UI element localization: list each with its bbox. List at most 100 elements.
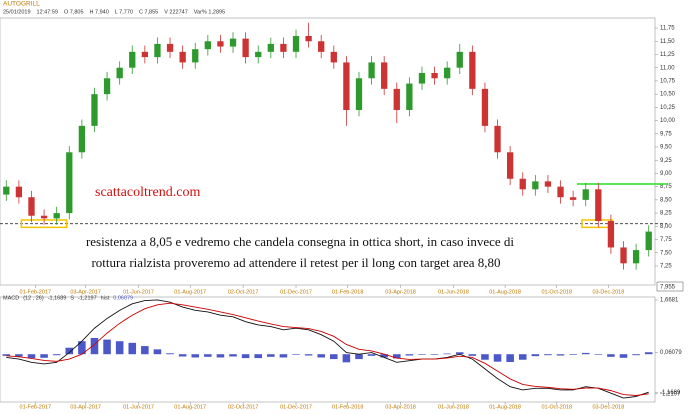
info-item: V 222747 xyxy=(164,9,188,15)
macd-legend: MACD xyxy=(3,295,19,301)
hist-bar xyxy=(178,354,187,357)
x-tick-label: 01-Feb-2018 xyxy=(332,404,364,410)
x-tick-label: 01-Feb-2018 xyxy=(332,289,364,295)
hist-bar xyxy=(531,354,540,357)
hist-bar xyxy=(103,339,111,355)
hist-bar xyxy=(405,354,414,356)
y-tick-label: 1,6681 xyxy=(660,298,679,304)
y-tick-label: 7,50 xyxy=(660,250,672,256)
candle-body xyxy=(204,41,211,50)
candle-body xyxy=(53,213,60,219)
hist-bar xyxy=(355,354,363,360)
y-tick-label: 8,75 xyxy=(660,184,672,190)
hist-bar xyxy=(254,354,262,359)
hist-bar xyxy=(241,354,250,359)
x-tick-label: 01-Feb-2017 xyxy=(20,289,52,295)
macd-legend: -1,2197 xyxy=(78,295,97,301)
x-tick-label: 01-Jun-2017 xyxy=(123,289,154,295)
y-tick-label: -1,1689 xyxy=(660,390,681,396)
comment-line: rottura rialzista proveremo ad attendere… xyxy=(91,255,500,270)
hist-bar xyxy=(481,354,489,360)
hist-bar xyxy=(367,354,376,356)
y-tick-label: 8,00 xyxy=(660,224,672,230)
candle-body xyxy=(192,49,199,63)
x-tick-label: 03-Apr-2017 xyxy=(70,404,101,410)
hist-bar xyxy=(153,349,162,355)
hist-bar xyxy=(90,337,99,355)
hist-bar xyxy=(279,354,288,358)
info-item: 25/01/2019 xyxy=(3,9,31,15)
candle-body xyxy=(318,41,325,52)
candle-body xyxy=(532,181,539,190)
y-tick-label: 9,50 xyxy=(660,145,672,151)
price-box xyxy=(656,281,684,292)
y-tick-label: 11,25 xyxy=(660,52,675,58)
candle-body xyxy=(431,72,438,79)
candle-body xyxy=(544,181,552,187)
hist-bar xyxy=(317,354,325,358)
info-item: 12:47:59 xyxy=(37,9,58,15)
hist-bar xyxy=(330,354,338,360)
candle-body xyxy=(91,94,98,126)
macd-line xyxy=(6,302,649,396)
hist-bar xyxy=(78,341,86,355)
y-tick-label: 10,00 xyxy=(660,118,676,124)
x-tick-label: 02-Oct-2017 xyxy=(228,289,259,295)
candle-body xyxy=(632,250,640,264)
x-tick-label: 01-Aug-2017 xyxy=(174,404,206,410)
hist-bar xyxy=(15,354,23,357)
macd-legend: (12 , 26) xyxy=(23,295,44,301)
symbol: AUTOGRILL xyxy=(3,1,40,8)
candle-body xyxy=(481,88,489,126)
hist-bar xyxy=(544,354,552,356)
candle-body xyxy=(645,231,652,251)
y-tick-label: -1,2197 xyxy=(660,391,681,397)
x-tick-label: 01-Jun-2018 xyxy=(438,289,469,295)
y-tick-label: 10,50 xyxy=(660,92,676,98)
y-tick-label: 7,25 xyxy=(660,264,672,270)
x-tick-label: 01-Jun-2018 xyxy=(438,404,469,410)
candle-body xyxy=(166,43,174,52)
hist-bar xyxy=(380,354,388,358)
candle-body xyxy=(103,78,111,95)
candle-body xyxy=(343,62,350,110)
y-tick-label: 7,75 xyxy=(660,237,672,243)
candle-body xyxy=(3,186,10,195)
x-tick-label: 01-Dec-2017 xyxy=(280,289,312,295)
x-tick-label: 01-Jun-2017 xyxy=(123,404,154,410)
candle-body xyxy=(15,186,23,198)
last-price: 7,955 xyxy=(660,285,676,291)
candle-body xyxy=(506,152,514,179)
x-tick-label: 03-Apr-2018 xyxy=(385,289,416,295)
hist-bar xyxy=(619,354,628,358)
candle-body xyxy=(393,88,400,110)
hist-bar xyxy=(493,354,502,362)
x-tick-label: 01-Feb-2017 xyxy=(20,404,52,410)
macd-legend: hist xyxy=(101,295,110,301)
x-tick-label: 01-Aug-2017 xyxy=(174,289,206,295)
hist-bar xyxy=(229,354,237,357)
y-tick-label: 8,25 xyxy=(660,211,672,217)
hist-bar xyxy=(468,354,477,356)
hist-bar xyxy=(267,354,275,357)
hist-bar xyxy=(292,354,300,355)
y-tick-label: 10,75 xyxy=(660,78,676,84)
candle-body xyxy=(129,51,136,68)
hist-bar xyxy=(455,352,464,355)
hist-bar xyxy=(128,342,137,355)
candle-body xyxy=(494,125,501,153)
candle-body xyxy=(242,38,249,58)
hist-bar xyxy=(304,354,313,356)
hist-bar xyxy=(115,341,124,355)
y-tick-label: 11,75 xyxy=(660,26,675,32)
plot-frame xyxy=(0,17,656,286)
candle-body xyxy=(305,35,312,42)
x-tick-label: 01-Oct-2018 xyxy=(541,404,572,410)
x-tick-label: 03-Apr-2018 xyxy=(385,404,416,410)
macd-legend: 0,06079 xyxy=(113,295,133,301)
candle-body xyxy=(569,197,577,200)
macd-legend: S xyxy=(70,295,74,301)
hist-bar xyxy=(556,354,565,356)
plot-frame xyxy=(0,296,656,403)
